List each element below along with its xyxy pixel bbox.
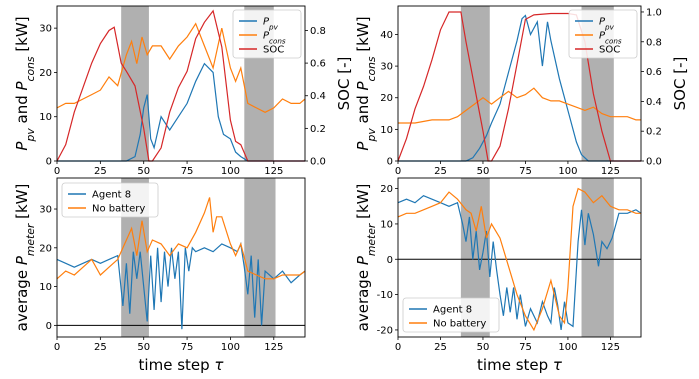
y-tick-label: 10 [380,125,393,136]
legend-label: Pcons [599,31,622,46]
x-tick-label: 125 [601,342,620,353]
x-tick-label: 75 [181,166,194,177]
series-line-agent-8 [397,195,642,330]
y-right-tick-label: 0.4 [310,91,326,102]
x-tick-label: 0 [54,166,60,177]
y-right-tick-label: 0.8 [310,26,326,37]
x-tick-label: 100 [221,342,240,353]
y-tick-label: 10 [380,219,393,230]
x-tick-label: 125 [264,166,283,177]
y-right-tick-label: 1.0 [646,7,662,18]
x-tick-label: 75 [519,166,532,177]
x-tick-label: 100 [558,166,577,177]
legend-label: Pcons [263,31,286,46]
series-line-p-pv [57,62,305,162]
y-tick-label: 0 [387,157,393,168]
x-tick-label: 75 [519,342,532,353]
series-line-agent-8 [56,241,306,330]
series-line-no-battery [56,197,306,280]
y-right-tick-label: 0.6 [310,59,326,70]
x-axis-label: time step τ [139,356,225,374]
legend-label: Ppv [599,17,615,32]
y-tick-label: 0 [387,255,393,266]
y-right-tick-label: 0.8 [646,37,662,48]
x-tick-label: 125 [601,166,620,177]
legend-label: No battery [92,204,145,215]
x-tick-label: 0 [395,342,401,353]
y-tick-label: 20 [380,184,393,195]
y-right-tick-label: 0.4 [646,97,662,108]
chart-top-left: 0 25 50 75 100 125 0 10 20 30 0.0 0.2 0.4 0.6 0.8 Ppv a… [13,5,353,177]
y-axis-label: Ppv and Pcons [kW] [13,16,37,150]
y-tick-label: 0 [46,157,52,168]
series-line-p-pv [398,14,641,162]
x-tick-label: 50 [137,342,150,353]
plot-frame [56,177,306,338]
x-tick-label: 25 [434,166,447,177]
y-tick-label: 30 [39,24,52,35]
x-tick-label: 0 [54,342,60,353]
x-tick-label: 25 [434,342,447,353]
y-right-tick-label: 0.6 [646,67,662,78]
legend-label: Agent 8 [92,190,131,201]
series-line-no-battery [397,187,641,332]
shaded-region [460,6,490,161]
y-tick-label: 0 [46,321,52,332]
y-tick-label: 30 [39,205,52,216]
y-tick-label: 40 [380,30,393,41]
y-right-axis-label: SOC [-] [671,57,689,111]
legend-label: Agent 8 [433,305,472,316]
series-line-p-cons [398,87,641,124]
x-tick-label: 75 [181,342,194,353]
x-tick-label: 100 [558,342,577,353]
series-line-p-cons [56,22,306,113]
legend-label: SOC [263,45,284,56]
plot-frame [397,5,642,162]
y-tick-label: 10 [39,112,52,123]
y-right-tick-label: 0.0 [310,157,326,168]
x-axis-label: time step τ [477,356,563,374]
x-tick-label: 25 [94,342,107,353]
x-tick-label: 50 [477,342,490,353]
legend-label: Ppv [263,17,279,32]
y-tick-label: -10 [377,290,393,301]
series-line-soc [56,9,305,162]
plot-frame [56,5,306,162]
plot-frame [397,177,642,338]
x-tick-label: 0 [395,166,401,177]
y-tick-label: 10 [39,282,52,293]
y-axis-label: average Pmeter [kW] [354,184,378,332]
y-right-tick-label: 0.0 [646,157,662,168]
y-axis-label: average Pmeter [kW] [13,184,37,332]
legend-box [568,9,638,59]
x-tick-label: 125 [264,342,283,353]
legend: Agent 8 No battery [61,182,159,218]
legend: Agent 8 No battery [402,297,500,333]
x-tick-label: 50 [137,166,150,177]
y-tick-label: 20 [380,93,393,104]
y-right-tick-label: 0.2 [310,124,326,135]
y-tick-label: 20 [39,243,52,254]
legend-label: SOC [599,45,620,56]
chart-top-right: 0 25 50 75 100 125 0 10 20 30 40 0.0 0.2 0.4 0.6 0.8 1.0… [354,5,689,177]
y-right-axis-label: SOC [-] [335,57,353,111]
y-axis-label: Ppv and Pcons [kW] [354,16,378,150]
y-tick-label: 30 [380,62,393,73]
y-tick-label: -20 [377,325,393,336]
legend-label: No battery [433,319,486,330]
x-tick-label: 50 [477,166,490,177]
y-right-tick-label: 0.2 [646,127,662,138]
y-tick-label: 20 [39,68,52,79]
x-tick-label: 25 [94,166,107,177]
legend-box [232,9,302,59]
shaded-region [244,178,276,337]
x-tick-label: 100 [221,166,240,177]
